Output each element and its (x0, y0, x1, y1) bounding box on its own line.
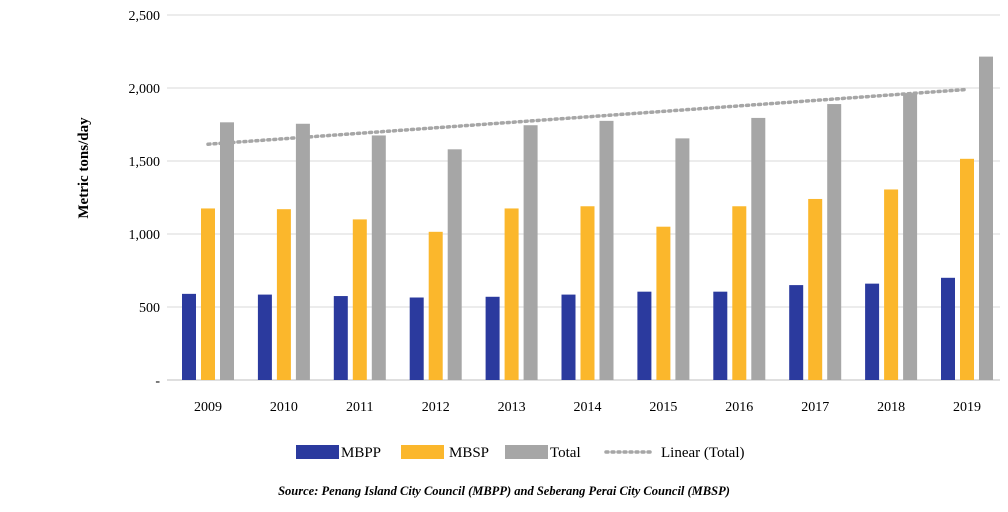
bar-mbpp-2015 (637, 291, 652, 380)
bar-total-2018 (903, 93, 918, 381)
legend-label-total: Total (550, 445, 581, 461)
x-axis-ticks: 2009 2010 2011 2012 2013 2014 2015 2016 2017 2018… (194, 400, 981, 415)
x-tick-label: 2019 (953, 400, 981, 415)
bar-total-2019 (979, 56, 993, 381)
legend-label-mbsp: MBSP (449, 445, 489, 461)
y-tick-label: - (155, 374, 160, 389)
bar-mbpp-2010 (257, 294, 272, 380)
bar-mbsp-2017 (808, 198, 823, 380)
bar-mbsp-2014 (580, 206, 595, 380)
bar-total-2010 (295, 123, 310, 381)
bar-mbsp-2013 (504, 208, 519, 380)
y-tick-label: 2,500 (129, 9, 161, 24)
trendline (206, 87, 969, 146)
x-tick-label: 2017 (801, 400, 829, 415)
y-tick-label: 1,000 (129, 228, 161, 243)
bar-mbpp-2013 (485, 296, 500, 380)
bar-mbsp-2010 (276, 209, 291, 380)
bar-mbsp-2015 (656, 226, 671, 380)
x-tick-label: 2015 (649, 400, 677, 415)
bar-total-2016 (751, 117, 766, 381)
bar-total-2017 (827, 104, 842, 380)
x-tick-label: 2014 (574, 400, 602, 415)
y-tick-label: 2,000 (129, 82, 161, 97)
bar-mbsp-2016 (732, 206, 747, 380)
bars (182, 56, 993, 381)
bar-mbsp-2012 (428, 231, 443, 380)
bar-mbpp-2012 (409, 297, 424, 380)
bar-mbpp-2017 (789, 285, 804, 380)
source-note: Source: Penang Island City Council (MBPP… (278, 484, 730, 498)
trendline-linear-total (206, 87, 969, 146)
x-tick-label: 2010 (270, 400, 298, 415)
x-tick-label: 2016 (725, 400, 753, 415)
bar-mbpp-2016 (713, 291, 728, 380)
bar-mbpp-2009 (182, 293, 196, 380)
legend-swatch-total (505, 445, 548, 459)
x-tick-label: 2011 (346, 400, 373, 415)
bar-mbsp-2009 (201, 208, 215, 380)
bar-total-2009 (220, 122, 234, 380)
bar-mbpp-2011 (333, 296, 348, 380)
legend-label-mbpp: MBPP (341, 445, 381, 461)
chart-canvas: - 500 1,000 1,500 2,000 2,500 2009 2010 2011 201… (76, 9, 1000, 461)
bar-mbsp-2019 (960, 158, 974, 380)
x-tick-label: 2018 (877, 400, 905, 415)
y-axis-label: Metric tons/day (76, 117, 92, 219)
bar-mbpp-2014 (561, 294, 576, 380)
legend: MBPP MBSP Total Linear (Total) (296, 445, 745, 461)
x-tick-label: 2012 (422, 400, 450, 415)
x-tick-label: 2009 (194, 400, 222, 415)
bar-mbsp-2011 (352, 219, 367, 380)
bar-mbpp-2019 (941, 277, 955, 380)
bar-mbsp-2018 (884, 189, 899, 380)
legend-swatch-mbpp (296, 445, 339, 459)
bar-total-2011 (371, 135, 386, 380)
legend-label-trendline: Linear (Total) (661, 445, 745, 461)
bar-total-2014 (599, 120, 614, 380)
bar-mbpp-2018 (865, 283, 880, 380)
bar-total-2013 (523, 125, 538, 380)
bar-total-2012 (447, 149, 462, 380)
y-tick-label: 500 (139, 301, 160, 316)
bar-total-2015 (675, 138, 690, 380)
x-tick-label: 2013 (498, 400, 526, 415)
y-axis-ticks: - 500 1,000 1,500 2,000 2,500 (129, 9, 161, 389)
legend-swatch-mbsp (401, 445, 444, 459)
y-tick-label: 1,500 (129, 155, 161, 170)
